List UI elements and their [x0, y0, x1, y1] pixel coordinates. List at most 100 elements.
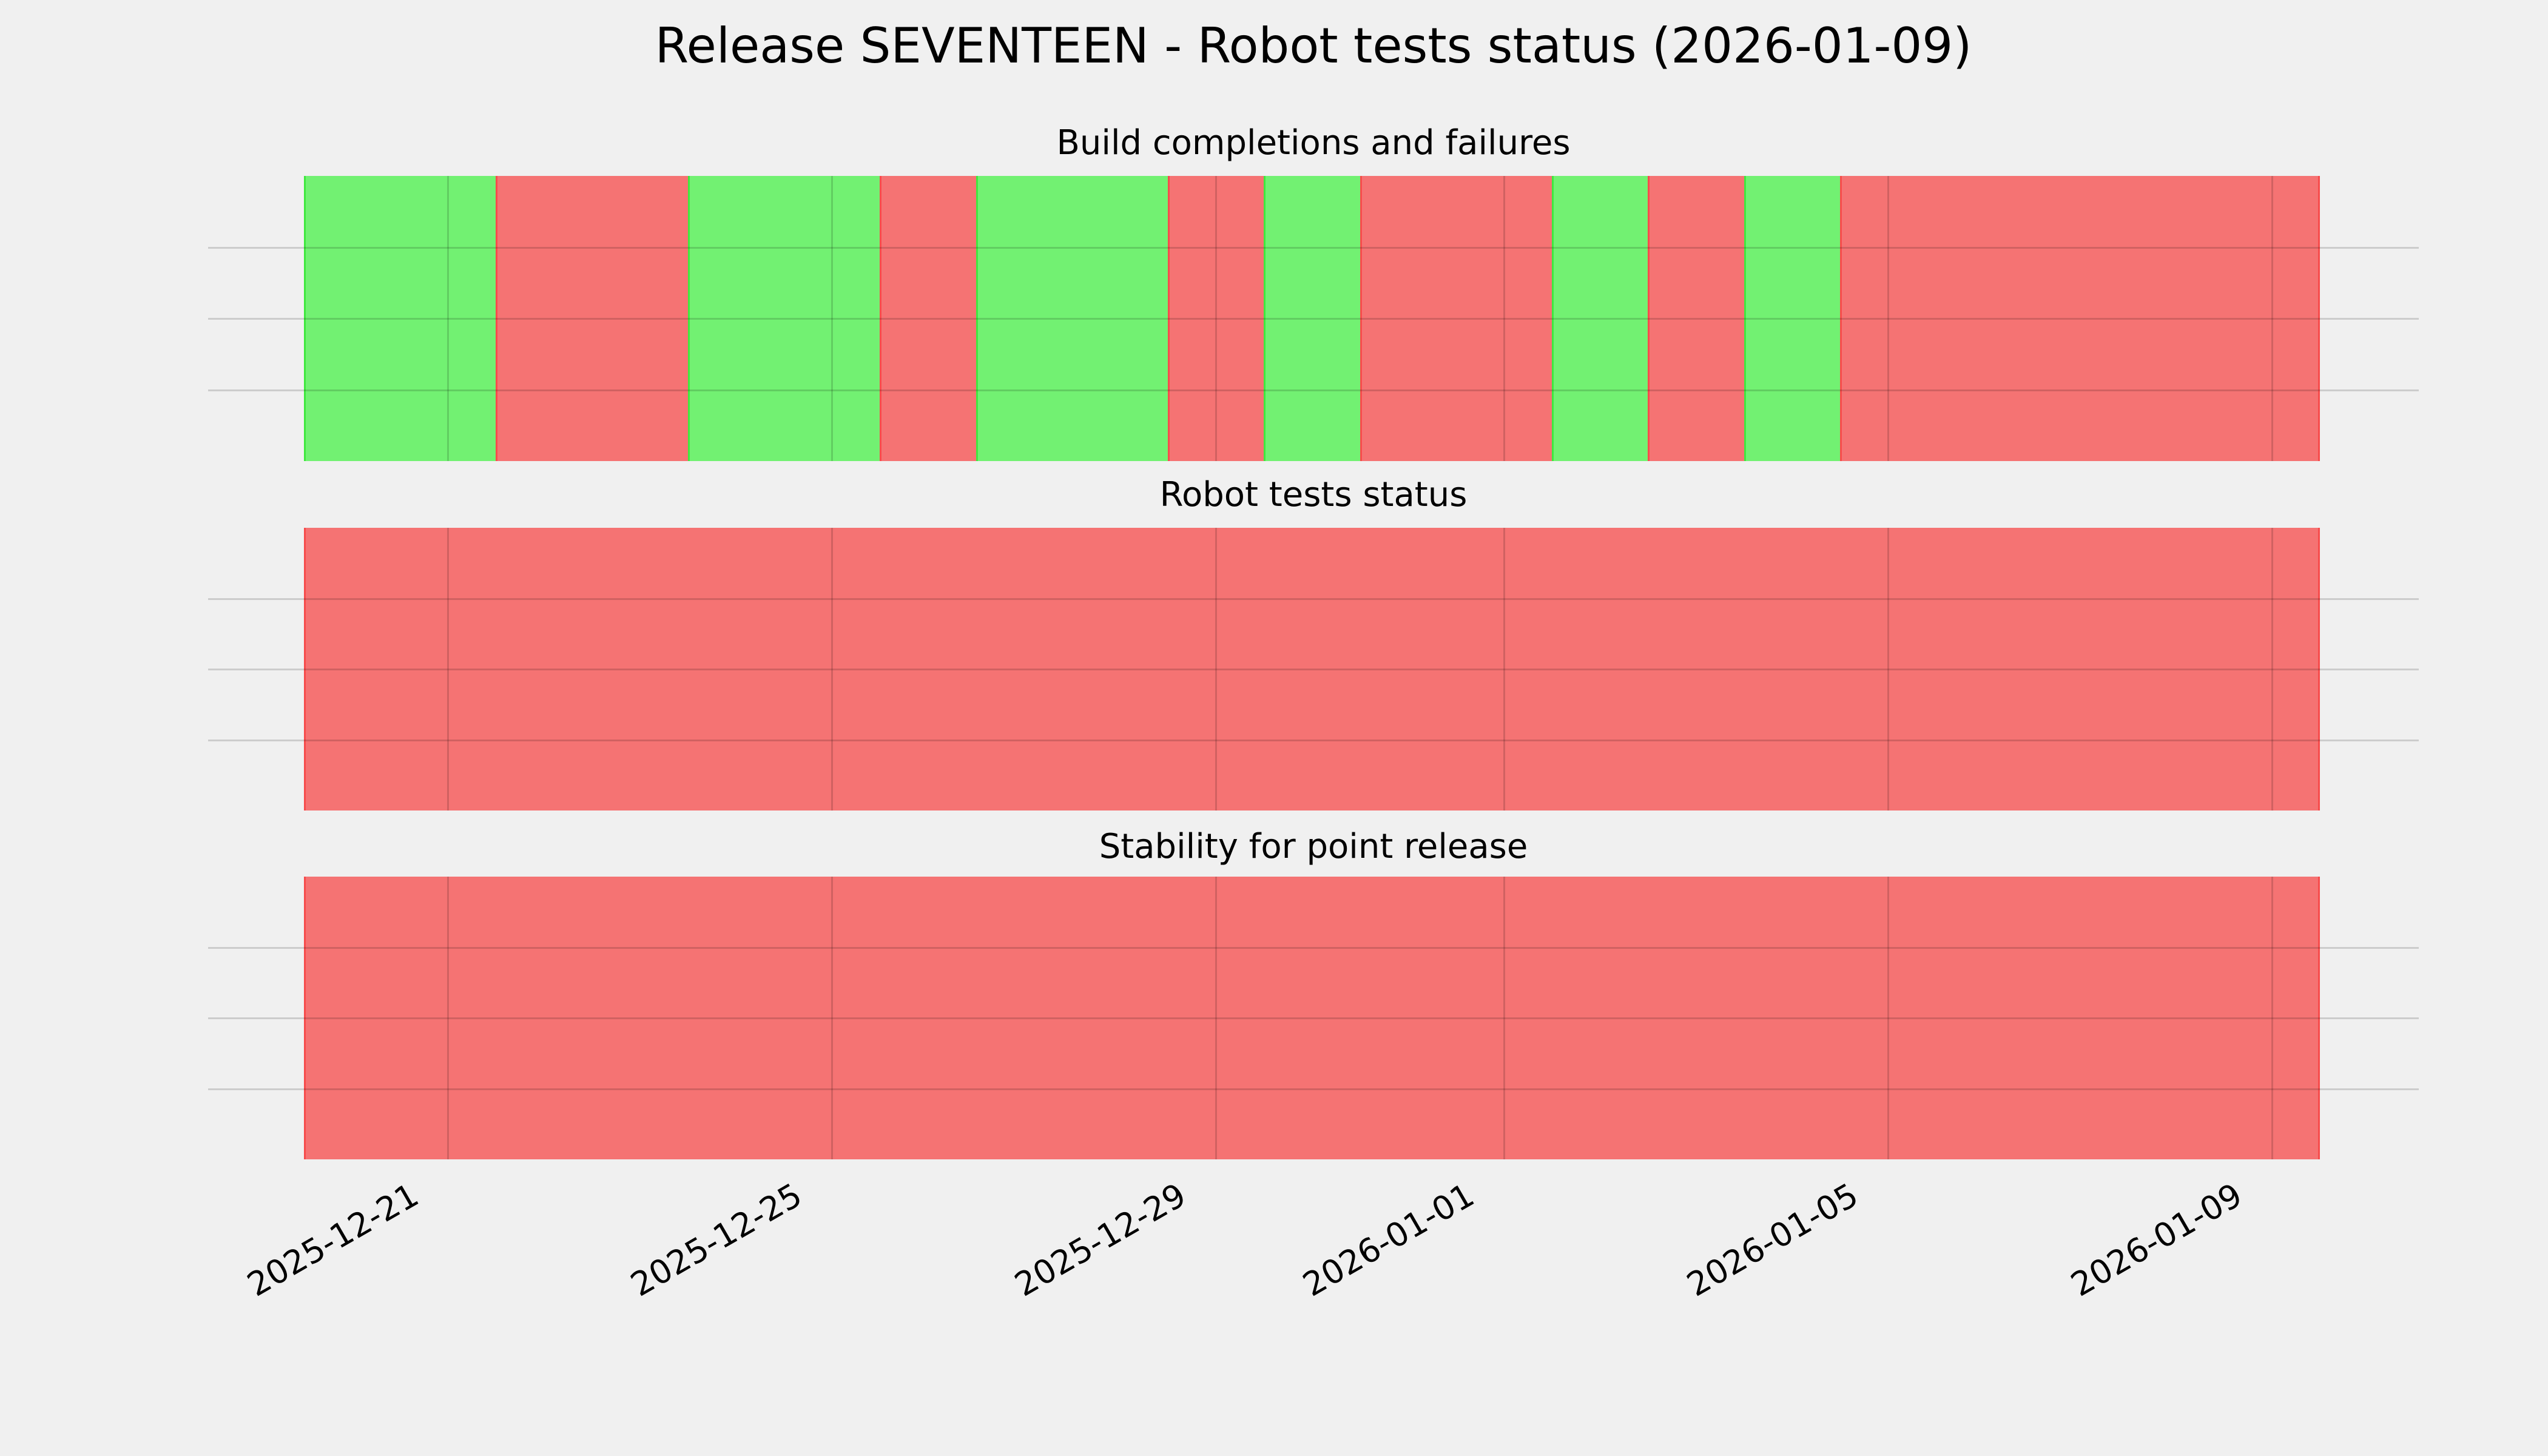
gridline-vertical	[1215, 176, 1218, 461]
day-cell	[784, 528, 880, 811]
day-cell	[304, 877, 400, 1159]
day-cell	[1552, 176, 1648, 461]
gridline-horizontal	[208, 318, 2419, 320]
day-cell	[1071, 877, 1168, 1159]
gridline-vertical	[1887, 176, 1889, 461]
day-cell	[1744, 877, 1840, 1159]
gridline-horizontal	[208, 946, 2419, 949]
day-cell	[1168, 877, 1264, 1159]
gridline-horizontal	[208, 598, 2419, 600]
gridline-vertical	[831, 528, 834, 811]
day-cell	[1552, 528, 1648, 811]
plot-area-robot	[208, 528, 2419, 811]
day-cell	[687, 877, 784, 1159]
day-cell	[1744, 528, 1840, 811]
day-cell	[304, 176, 400, 461]
day-cell	[1552, 877, 1648, 1159]
day-cell	[1935, 176, 2032, 461]
day-cell	[1168, 176, 1264, 461]
day-cell	[976, 528, 1072, 811]
day-cell	[1168, 528, 1264, 811]
day-cell	[1071, 528, 1168, 811]
day-cell	[1935, 528, 2032, 811]
day-cell	[1839, 877, 1936, 1159]
day-cell	[1264, 528, 1360, 811]
day-cell	[1264, 176, 1360, 461]
day-cell	[2128, 176, 2224, 461]
x-tick-label: 2026-01-09	[2064, 1176, 2249, 1304]
day-cell	[1839, 528, 1936, 811]
day-cell	[1744, 176, 1840, 461]
gridline-vertical	[1503, 176, 1505, 461]
gridline-horizontal	[208, 1017, 2419, 1019]
day-cell	[880, 176, 976, 461]
day-cell	[2223, 877, 2320, 1159]
day-cell	[1360, 528, 1456, 811]
day-cell	[687, 528, 784, 811]
gridline-horizontal	[208, 1088, 2419, 1090]
gridline-vertical	[2271, 176, 2273, 461]
gridline-vertical	[1503, 528, 1505, 811]
day-cell	[1455, 877, 1552, 1159]
gridline-vertical	[447, 528, 450, 811]
gridline-vertical	[1215, 877, 1218, 1159]
day-cell	[880, 528, 976, 811]
day-cell	[976, 176, 1072, 461]
day-cell	[1455, 528, 1552, 811]
day-cell	[400, 877, 496, 1159]
day-cell	[1360, 877, 1456, 1159]
day-cell	[2223, 528, 2320, 811]
day-cell	[880, 877, 976, 1159]
day-cell	[1935, 877, 2032, 1159]
gridline-vertical	[447, 877, 450, 1159]
x-tick-label: 2025-12-21	[240, 1176, 425, 1304]
gridline-vertical	[2271, 528, 2273, 811]
status-strip-build	[304, 176, 2320, 461]
day-cell	[592, 176, 688, 461]
gridline-vertical	[1215, 528, 1218, 811]
x-tick-label: 2025-12-29	[1008, 1176, 1193, 1304]
day-cell	[976, 877, 1072, 1159]
gridline-vertical	[1887, 528, 1889, 811]
day-cell	[2032, 877, 2128, 1159]
day-cell	[1839, 176, 1936, 461]
plot-area-stability	[208, 877, 2419, 1159]
day-cell	[1264, 877, 1360, 1159]
gridline-vertical	[1887, 877, 1889, 1159]
gridline-horizontal	[208, 669, 2419, 670]
plot-area-build	[208, 176, 2419, 461]
day-cell	[1648, 528, 1744, 811]
gridline-horizontal	[208, 739, 2419, 741]
x-tick-label: 2026-01-01	[1296, 1176, 1481, 1304]
gridline-horizontal	[208, 246, 2419, 249]
day-cell	[496, 528, 592, 811]
day-cell	[1648, 176, 1744, 461]
day-cell	[592, 528, 688, 811]
day-cell	[784, 176, 880, 461]
day-cell	[496, 176, 592, 461]
day-cell	[2032, 528, 2128, 811]
gridline-vertical	[831, 176, 834, 461]
day-cell	[2128, 528, 2224, 811]
day-cell	[2223, 176, 2320, 461]
day-cell	[400, 528, 496, 811]
day-cell	[784, 877, 880, 1159]
gridline-vertical	[447, 176, 450, 461]
panel-title-build: Build completions and failures	[1056, 123, 1571, 163]
day-cell	[304, 528, 400, 811]
x-tick-label: 2025-12-25	[624, 1176, 809, 1304]
day-cell	[687, 176, 784, 461]
status-strip-stability	[304, 877, 2320, 1159]
gridline-vertical	[2271, 877, 2273, 1159]
day-cell	[400, 176, 496, 461]
day-cell	[1360, 176, 1456, 461]
day-cell	[2128, 877, 2224, 1159]
gridline-vertical	[831, 877, 834, 1159]
day-cell	[496, 877, 592, 1159]
x-tick-label: 2026-01-05	[1680, 1176, 1865, 1304]
day-cell	[1455, 176, 1552, 461]
day-cell	[1071, 176, 1168, 461]
panel-title-robot: Robot tests status	[1159, 475, 1468, 514]
day-cell	[1648, 877, 1744, 1159]
